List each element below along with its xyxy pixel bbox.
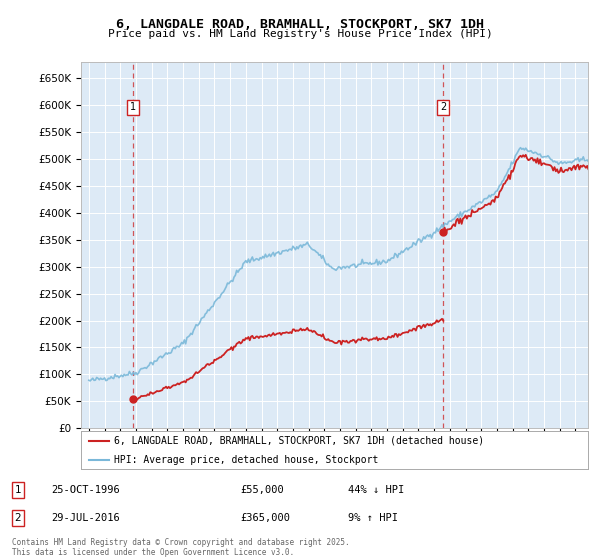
Text: £365,000: £365,000 <box>240 513 290 523</box>
Text: 1: 1 <box>14 485 22 495</box>
Text: 44% ↓ HPI: 44% ↓ HPI <box>348 485 404 495</box>
Text: 6, LANGDALE ROAD, BRAMHALL, STOCKPORT, SK7 1DH: 6, LANGDALE ROAD, BRAMHALL, STOCKPORT, S… <box>116 18 484 31</box>
Text: 29-JUL-2016: 29-JUL-2016 <box>51 513 120 523</box>
Text: 25-OCT-1996: 25-OCT-1996 <box>51 485 120 495</box>
Text: Contains HM Land Registry data © Crown copyright and database right 2025.
This d: Contains HM Land Registry data © Crown c… <box>12 538 350 557</box>
Text: 1: 1 <box>130 102 136 113</box>
Text: £55,000: £55,000 <box>240 485 284 495</box>
Text: 6, LANGDALE ROAD, BRAMHALL, STOCKPORT, SK7 1DH (detached house): 6, LANGDALE ROAD, BRAMHALL, STOCKPORT, S… <box>114 436 484 446</box>
Text: 2: 2 <box>440 102 446 113</box>
Text: 9% ↑ HPI: 9% ↑ HPI <box>348 513 398 523</box>
Text: 2: 2 <box>14 513 22 523</box>
Text: HPI: Average price, detached house, Stockport: HPI: Average price, detached house, Stoc… <box>114 455 379 465</box>
Text: Price paid vs. HM Land Registry's House Price Index (HPI): Price paid vs. HM Land Registry's House … <box>107 29 493 39</box>
